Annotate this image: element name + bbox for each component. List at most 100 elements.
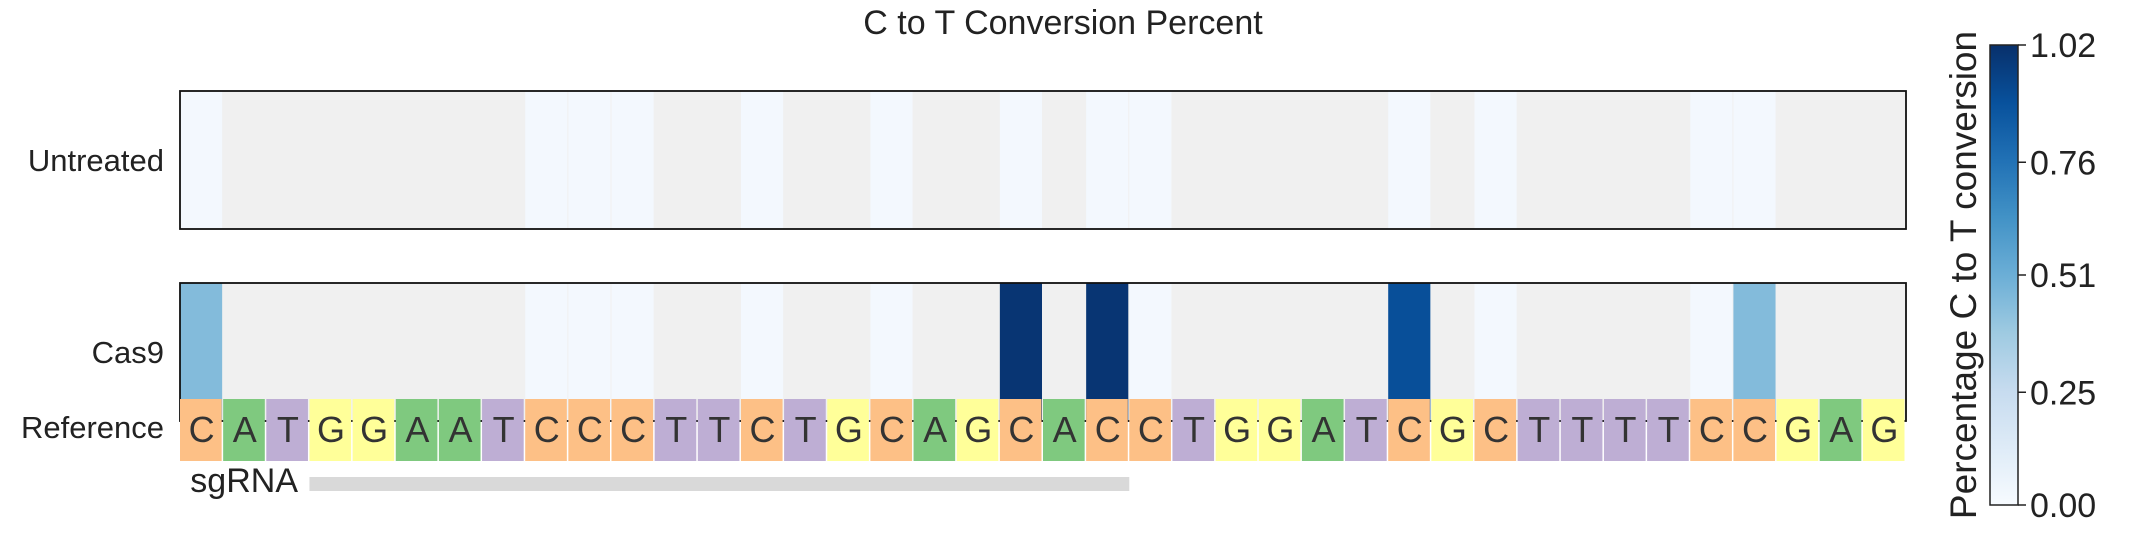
- heatmap-cell: [1388, 283, 1431, 421]
- nucleotide-cell: [352, 399, 395, 461]
- nucleotide-cell: [568, 399, 610, 461]
- nucleotide-cell: [309, 399, 352, 461]
- nucleotide-cell: [482, 399, 524, 461]
- nucleotide-cell: [740, 399, 783, 461]
- nucleotide-letter: T: [665, 409, 687, 450]
- nucleotide-cell: [1258, 399, 1301, 461]
- nucleotide-cell: [611, 399, 654, 461]
- nucleotide-letter: C: [620, 409, 646, 450]
- nucleotide-letter: G: [317, 409, 345, 450]
- heatmap-cell: [611, 91, 654, 229]
- heatmap-cell: [180, 283, 223, 421]
- heatmap-cell: [870, 91, 913, 229]
- heatmap-cell: [1690, 283, 1733, 421]
- nucleotide-letter: C: [879, 409, 905, 450]
- heatmap-row-untreated: Untreated: [28, 90, 1907, 230]
- nucleotide-cell: [913, 399, 956, 461]
- heatmap-cell: [999, 91, 1042, 229]
- nucleotide-cell: [999, 399, 1042, 461]
- heatmap-cell: [1690, 91, 1733, 229]
- nucleotide-letter: C: [534, 409, 560, 450]
- nucleotide-cell: [1301, 399, 1344, 461]
- row-label: Untreated: [28, 143, 164, 178]
- nucleotide-letter: T: [277, 409, 299, 450]
- heatmap-cell: [740, 283, 784, 421]
- nucleotide-cell: [438, 399, 481, 461]
- nucleotide-letter: T: [1615, 409, 1637, 450]
- heatmap-cell: [525, 283, 568, 421]
- heatmap-cell: [1129, 283, 1172, 421]
- heatmap-cell: [611, 283, 654, 421]
- nucleotide-cell: [1776, 399, 1819, 461]
- nucleotide-cell: [1733, 399, 1776, 461]
- nucleotide-cell: [525, 399, 567, 461]
- nucleotide-letter: T: [795, 409, 817, 450]
- nucleotide-cell: [1129, 399, 1171, 461]
- nucleotide-cell: [180, 399, 222, 461]
- nucleotide-letter: T: [1658, 409, 1680, 450]
- colorbar: 0.00 0.25 0.51 0.76 1.02 Percentage C to T c…: [1943, 27, 2096, 525]
- heatmap-rows: Untreated Cas9: [28, 90, 1907, 422]
- nucleotide-cell: [1819, 399, 1862, 461]
- nucleotide-letter: C: [189, 409, 215, 450]
- colorbar-ticks: 0.00 0.25 0.51 0.76 1.02: [2018, 27, 2096, 525]
- sgrna-bar: [309, 477, 1130, 491]
- nucleotide-letter: A: [448, 409, 472, 450]
- chart-title: C to T Conversion Percent: [863, 4, 1263, 42]
- colorbar-tick-label: 0.25: [2030, 374, 2096, 412]
- nucleotide-cell: [1474, 399, 1517, 461]
- reference-label: Reference: [21, 410, 164, 445]
- nucleotide-letter: A: [233, 409, 257, 450]
- nucleotide-letter: T: [1571, 409, 1593, 450]
- nucleotide-letter: C: [1742, 409, 1768, 450]
- nucleotide-letter: G: [1784, 409, 1812, 450]
- nucleotide-letter: T: [1356, 409, 1378, 450]
- nucleotide-cell: [870, 399, 913, 461]
- nucleotide-cell: [266, 399, 308, 461]
- nucleotide-cell: [1560, 399, 1603, 461]
- nucleotide-letter: C: [1483, 409, 1509, 450]
- heatmap-row-background: [180, 91, 1906, 229]
- nucleotide-cell: [1647, 399, 1689, 461]
- nucleotide-letter: G: [835, 409, 863, 450]
- heatmap-cell: [1474, 283, 1517, 421]
- nucleotide-letter: C: [750, 409, 776, 450]
- nucleotide-letter: G: [1870, 409, 1898, 450]
- nucleotide-letter: A: [1829, 409, 1853, 450]
- nucleotide-cell: [1862, 399, 1905, 461]
- nucleotide-letter: A: [923, 409, 947, 450]
- row-label: Cas9: [92, 335, 164, 370]
- heatmap-cell: [999, 283, 1042, 421]
- nucleotide-letter: C: [1397, 409, 1423, 450]
- nucleotide-letter: G: [1223, 409, 1251, 450]
- nucleotide-cell: [1388, 399, 1430, 461]
- nucleotide-cell: [1690, 399, 1732, 461]
- heatmap-cell: [870, 283, 913, 421]
- heatmap-row-frame: [179, 90, 1907, 230]
- heatmap-cell: [568, 283, 611, 421]
- nucleotide-letter: T: [1528, 409, 1550, 450]
- colorbar-label: Percentage C to T conversion: [1943, 31, 1984, 519]
- heatmap-cell: [1086, 283, 1129, 421]
- nucleotide-cell: [1215, 399, 1258, 461]
- nucleotide-cell: [697, 399, 740, 461]
- nucleotide-cell: [1086, 399, 1128, 461]
- colorbar-gradient: [1989, 44, 2019, 506]
- heatmap-cell: [1388, 91, 1431, 229]
- nucleotide-cell: [395, 399, 438, 461]
- heatmap-cell: [740, 91, 784, 229]
- nucleotide-letter: G: [1266, 409, 1294, 450]
- colorbar-tick-label: 1.02: [2030, 27, 2096, 65]
- nucleotide-letter: C: [1095, 409, 1121, 450]
- nucleotide-cell: [1172, 399, 1215, 461]
- nucleotide-cell: [654, 399, 697, 461]
- heatmap-row-background: [180, 283, 1906, 421]
- nucleotide-cell: [1345, 399, 1387, 461]
- heatmap-cell: [1733, 283, 1776, 421]
- nucleotide-cell: [1431, 399, 1473, 461]
- nucleotide-letter: G: [360, 409, 388, 450]
- heatmap-cell: [568, 91, 611, 229]
- colorbar-tick-label: 0.51: [2030, 257, 2096, 295]
